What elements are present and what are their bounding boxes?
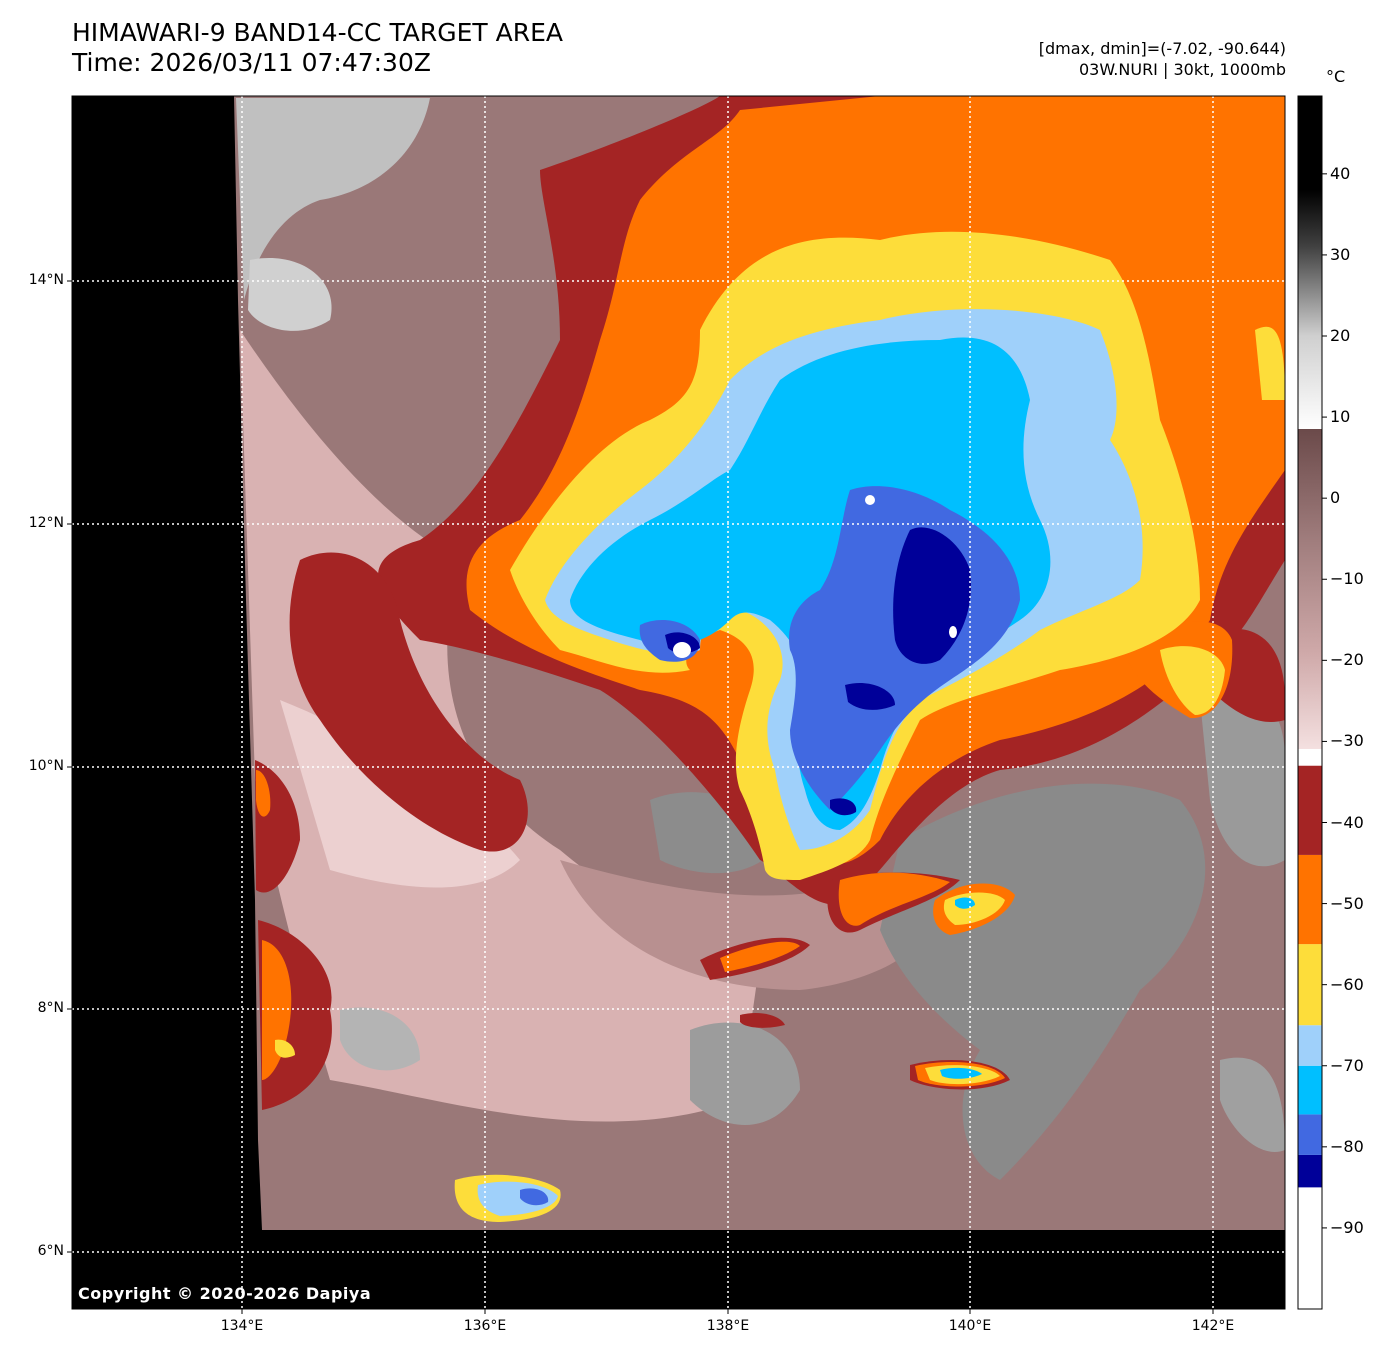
colorbar-tick-label: 30 <box>1330 244 1351 264</box>
sky-blue-cell-1 <box>955 897 975 909</box>
cloud-core-sky-blue <box>570 337 1051 830</box>
product-title: HIMAWARI-9 BAND14-CC TARGET AREA <box>72 18 564 47</box>
colorbar-tick-label: 40 <box>1330 163 1351 183</box>
lat-label: 10°N <box>28 758 64 774</box>
sky-blue-cell-2 <box>940 1067 982 1079</box>
colorbar-tick-label: −10 <box>1330 569 1364 589</box>
orange-west-edge <box>256 770 271 817</box>
lat-label: 8°N <box>37 1000 64 1016</box>
yellow-speck <box>275 1039 295 1058</box>
colorbar-gray-segment <box>1298 96 1322 429</box>
colorbar-tick-label: 20 <box>1330 326 1351 345</box>
colorbar-tick-label: −70 <box>1330 1055 1364 1075</box>
colorbar-unit: °C <box>1326 67 1346 86</box>
storm-info: 03W.NURI | 30kt, 1000mb <box>1078 60 1286 79</box>
colorbar-tick-label: 0 <box>1330 488 1341 508</box>
orange-band-1 <box>838 872 950 926</box>
graticule <box>72 96 1285 1309</box>
copyright-text: Copyright © 2020-2026 Dapiya <box>78 1284 372 1303</box>
yellow-cell-east <box>1160 646 1225 715</box>
colorbar-band <box>1298 1154 1322 1188</box>
colorbar-warm-segment <box>1298 429 1322 749</box>
imagery-layer <box>72 96 1285 1309</box>
colorbar-tick-label: −80 <box>1330 1136 1364 1156</box>
valid-time: Time: 2026/03/11 07:47:30Z <box>72 48 431 77</box>
lon-label: 140°E <box>948 1318 992 1334</box>
map-frame <box>71 95 1286 1310</box>
colorbar-tick-label: −20 <box>1330 650 1364 670</box>
yellow-east-edge <box>1255 326 1285 400</box>
deep-blue-spot-1 <box>845 682 895 710</box>
dmax-dmin-text: [dmax, dmin]=(-7.02, -90.644) <box>1038 39 1286 58</box>
lat-label: 12°N <box>28 515 64 531</box>
lat-label: 6°N <box>37 1243 64 1259</box>
lon-label: 142°E <box>1191 1318 1235 1334</box>
gray-cloud-6 <box>690 1022 800 1125</box>
colorbar-band <box>1298 1025 1322 1066</box>
dark-red-west-band <box>289 552 528 852</box>
gray-cloud-4 <box>1220 1057 1285 1152</box>
colorbar <box>1297 95 1327 1310</box>
coldest-pixel-eye <box>673 642 691 658</box>
gray-cloud-5 <box>340 1007 420 1071</box>
dark-red-band-4 <box>740 1013 785 1028</box>
colorbar-band <box>1298 944 1322 1026</box>
colorbar-bands <box>1298 765 1322 1309</box>
title-block: HIMAWARI-9 BAND14-CC TARGET AREA Time: 2… <box>72 18 563 78</box>
colorbar-band <box>1298 1187 1322 1309</box>
coldest-pixel-2 <box>949 626 957 638</box>
colorbar-tick-label: −40 <box>1330 812 1364 832</box>
deep-blue-spot-2 <box>830 798 857 816</box>
colorbar-tick-label: −50 <box>1330 893 1364 913</box>
meta-block: [dmax, dmin]=(-7.02, -90.644) 03W.NURI |… <box>1039 38 1286 80</box>
colorbar-band <box>1298 1065 1322 1115</box>
gray-cloud-northwest <box>236 98 430 300</box>
lon-label: 138°E <box>706 1318 750 1334</box>
colorbar-tick-label: −30 <box>1330 731 1364 751</box>
lon-label: 136°E <box>463 1318 507 1334</box>
gray-cloud-3 <box>1200 690 1285 867</box>
lon-label: 134°E <box>220 1318 264 1334</box>
lat-label: 14°N <box>28 272 64 288</box>
colorbar-tick-label: −90 <box>1330 1217 1364 1237</box>
royal-blue-cell-south <box>520 1188 549 1206</box>
orange-band-2 <box>720 941 800 972</box>
colorbar-frame <box>1297 95 1323 1310</box>
axis-tick-marks <box>67 280 1214 1314</box>
colorbar-tick-label: −60 <box>1330 974 1364 994</box>
gray-cloud-patch <box>248 258 332 331</box>
gray-cloud-2 <box>880 783 1206 1180</box>
coldest-pixel-1 <box>865 495 875 505</box>
colorbar-tick-marks <box>1322 173 1327 1229</box>
colorbar-band <box>1298 854 1322 945</box>
colorbar-tick-label: 10 <box>1330 407 1351 427</box>
colorbar-band <box>1298 765 1322 855</box>
colorbar-band <box>1298 1114 1322 1155</box>
